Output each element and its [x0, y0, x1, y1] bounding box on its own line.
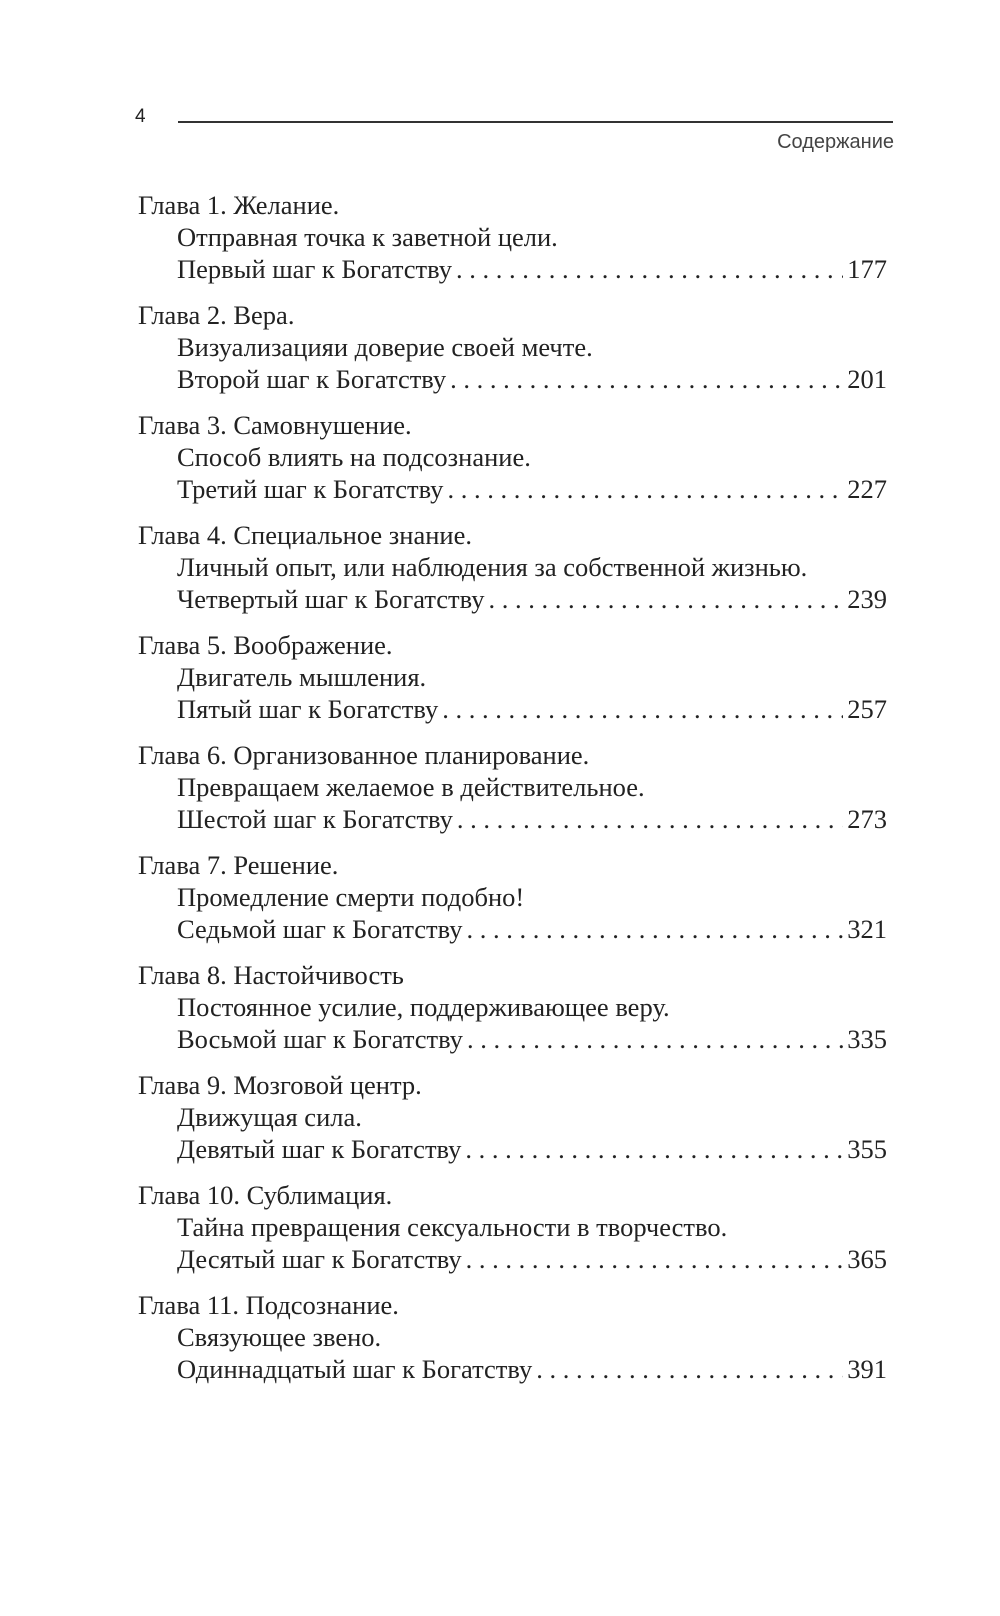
chapter-step-line: Четвертый шаг к Богатству 239: [138, 583, 887, 615]
page-ref: 321: [847, 914, 887, 944]
page-ref: 335: [847, 1024, 887, 1054]
chapter-subtitle: Промедление смерти подобно!: [177, 882, 525, 912]
chapter-title: Глава 1. Желание.: [138, 190, 340, 220]
chapter-step: Второй шаг к Богатству: [177, 364, 447, 394]
chapter-step: Девятый шаг к Богатству: [177, 1134, 462, 1164]
chapter-title: Глава 2. Вера.: [138, 300, 295, 330]
page-ref: 391: [847, 1354, 887, 1384]
toc-entry: Глава 8. Настойчивость Постоянное усилие,…: [138, 959, 890, 1069]
page-ref: 239: [847, 584, 887, 614]
chapter-step: Одиннадцатый шаг к Богатству: [177, 1354, 533, 1384]
chapter-title: Глава 8. Настойчивость: [138, 960, 404, 990]
chapter-step: Шестой шаг к Богатству: [177, 804, 453, 834]
chapter-subtitle: Отправная точка к заветной цели.: [177, 222, 558, 252]
chapter-title: Глава 11. Подсознание.: [138, 1290, 399, 1320]
toc-entry: Глава 11. Подсознание. Связующее звено. Од…: [138, 1289, 890, 1399]
running-title: Содержание: [777, 131, 894, 153]
chapter-subtitle: Движущая сила.: [177, 1102, 362, 1132]
page-number: 4: [135, 106, 146, 127]
chapter-step-line: Десятый шаг к Богатству 365: [138, 1243, 887, 1275]
toc-entry: Глава 5. Воображение. Двигатель мышления.…: [138, 629, 890, 739]
dot-leader: [457, 803, 843, 835]
chapter-step: Четвертый шаг к Богатству: [177, 584, 485, 614]
dot-leader: [466, 1243, 844, 1275]
chapter-subtitle: Связующее звено.: [177, 1322, 382, 1352]
chapter-step-line: Пятый шаг к Богатству 257: [138, 693, 887, 725]
chapter-step-line: Третий шаг к Богатству 227: [138, 473, 887, 505]
page-ref: 201: [847, 364, 887, 394]
chapter-title: Глава 10. Сублимация.: [138, 1180, 393, 1210]
page-ref: 227: [847, 474, 887, 504]
chapter-subtitle: Визуализацияи доверие своей мечте.: [177, 332, 593, 362]
chapter-step: Третий шаг к Богатству: [177, 474, 444, 504]
chapter-step-line: Седьмой шаг к Богатству 321: [138, 913, 887, 945]
chapter-step-line: Шестой шаг к Богатству 273: [138, 803, 887, 835]
page-ref: 355: [847, 1134, 887, 1164]
chapter-subtitle: Личный опыт, или наблюдения за собственн…: [177, 552, 808, 582]
chapter-title: Глава 7. Решение.: [138, 850, 339, 880]
dot-leader: [456, 253, 843, 285]
chapter-subtitle: Постоянное усилие, поддерживающее веру.: [177, 992, 670, 1022]
chapter-step-line: Второй шаг к Богатству 201: [138, 363, 887, 395]
chapter-step: Десятый шаг к Богатству: [177, 1244, 462, 1274]
dot-leader: [447, 473, 843, 505]
toc-entry: Глава 7. Решение. Промедление смерти подо…: [138, 849, 890, 959]
chapter-step-line: Одиннадцатый шаг к Богатству 391: [138, 1353, 887, 1385]
chapter-title: Глава 4. Специальное знание.: [138, 520, 472, 550]
chapter-subtitle: Двигатель мышления.: [177, 662, 427, 692]
toc-entry: Глава 1. Желание. Отправная точка к завет…: [138, 189, 890, 299]
dot-leader: [450, 363, 843, 395]
dot-leader: [536, 1353, 843, 1385]
dot-leader: [465, 1133, 843, 1165]
page-ref: 257: [847, 694, 887, 724]
chapter-title: Глава 9. Мозговой центр.: [138, 1070, 422, 1100]
chapter-step-line: Восьмой шаг к Богатству 335: [138, 1023, 887, 1055]
toc-entry: Глава 6. Организованное планирование. Пре…: [138, 739, 890, 849]
page-ref: 177: [847, 254, 887, 284]
toc-entry: Глава 4. Специальное знание. Личный опыт,…: [138, 519, 890, 629]
chapter-step: Пятый шаг к Богатству: [177, 694, 439, 724]
chapter-step: Седьмой шаг к Богатству: [177, 914, 463, 944]
chapter-title: Глава 3. Самовнушение.: [138, 410, 412, 440]
dot-leader: [466, 913, 843, 945]
toc-entry: Глава 9. Мозговой центр. Движущая сила. Де…: [138, 1069, 890, 1179]
chapter-step-line: Первый шаг к Богатству 177: [138, 253, 887, 285]
chapter-subtitle: Тайна превращения сексуальности в творче…: [177, 1212, 728, 1242]
dot-leader: [488, 583, 843, 615]
page-ref: 273: [847, 804, 887, 834]
dot-leader: [467, 1023, 843, 1055]
toc-entry: Глава 10. Сублимация. Тайна превращения с…: [138, 1179, 890, 1289]
table-of-contents: Глава 1. Желание. Отправная точка к завет…: [138, 189, 890, 1399]
chapter-subtitle: Способ влиять на подсознание.: [177, 442, 531, 472]
header-rule: [178, 121, 893, 123]
page-ref: 365: [847, 1244, 887, 1274]
chapter-subtitle: Превращаем желаемое в действительное.: [177, 772, 645, 802]
dot-leader: [442, 693, 843, 725]
toc-entry: Глава 2. Вера. Визуализацияи доверие свое…: [138, 299, 890, 409]
chapter-step: Восьмой шаг к Богатству: [177, 1024, 463, 1054]
chapter-step: Первый шаг к Богатству: [177, 254, 452, 284]
chapter-title: Глава 6. Организованное планирование.: [138, 740, 590, 770]
chapter-title: Глава 5. Воображение.: [138, 630, 393, 660]
toc-entry: Глава 3. Самовнушение. Способ влиять на п…: [138, 409, 890, 519]
chapter-step-line: Девятый шаг к Богатству 355: [138, 1133, 887, 1165]
